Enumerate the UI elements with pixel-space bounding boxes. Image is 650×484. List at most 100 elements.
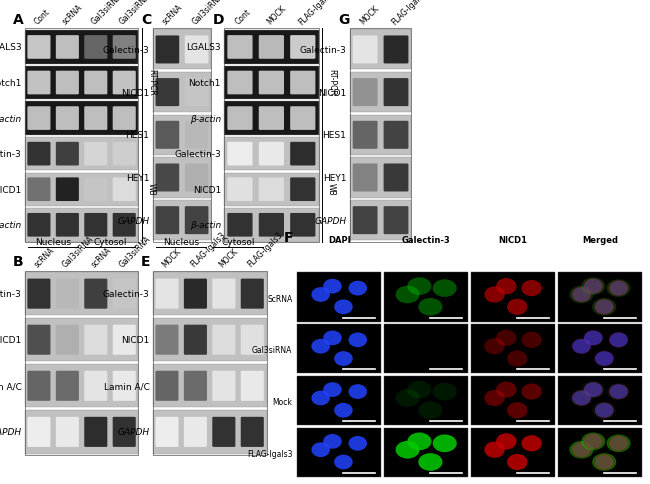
Ellipse shape [348, 436, 367, 451]
Text: β-actin: β-actin [190, 221, 221, 230]
Ellipse shape [521, 384, 542, 400]
Ellipse shape [484, 287, 505, 303]
Bar [224, 173, 318, 207]
FancyBboxPatch shape [184, 325, 207, 355]
Ellipse shape [496, 330, 517, 346]
Bar [350, 29, 411, 242]
FancyBboxPatch shape [112, 36, 136, 60]
Bar [224, 209, 318, 242]
Ellipse shape [521, 435, 542, 452]
Ellipse shape [323, 331, 342, 346]
Ellipse shape [594, 299, 614, 315]
Ellipse shape [608, 435, 629, 452]
Ellipse shape [609, 436, 628, 451]
Text: GAPDH: GAPDH [0, 427, 21, 437]
Ellipse shape [571, 287, 592, 303]
Ellipse shape [606, 435, 630, 452]
Bar [224, 67, 318, 100]
Ellipse shape [571, 442, 592, 458]
FancyBboxPatch shape [27, 279, 51, 309]
Ellipse shape [323, 382, 342, 397]
Text: FLAG-lgals3: FLAG-lgals3 [247, 449, 292, 458]
Ellipse shape [584, 434, 603, 449]
Text: Merged: Merged [582, 235, 618, 244]
Ellipse shape [571, 338, 592, 355]
Text: Cont: Cont [32, 8, 51, 27]
Text: Galectin-3: Galectin-3 [0, 289, 21, 299]
Ellipse shape [396, 286, 420, 304]
FancyBboxPatch shape [290, 213, 315, 237]
Text: Cont: Cont [233, 8, 253, 27]
Text: NICD1: NICD1 [122, 89, 150, 97]
Text: Gal3siRNA#1: Gal3siRNA#1 [90, 0, 132, 27]
FancyBboxPatch shape [185, 79, 209, 107]
FancyBboxPatch shape [227, 142, 253, 166]
Text: Galectin-3: Galectin-3 [300, 46, 346, 55]
Ellipse shape [594, 454, 614, 470]
Text: Lamin A/C: Lamin A/C [0, 381, 21, 391]
Ellipse shape [323, 434, 342, 449]
Text: scRNA: scRNA [61, 3, 84, 27]
Bar [153, 271, 266, 455]
Ellipse shape [334, 300, 353, 315]
Text: Gal3siRNA#2: Gal3siRNA#2 [118, 0, 161, 27]
Ellipse shape [348, 384, 367, 399]
Text: HEY1: HEY1 [323, 174, 346, 182]
FancyBboxPatch shape [185, 121, 209, 150]
Text: Notch1: Notch1 [188, 79, 221, 88]
Ellipse shape [584, 382, 603, 397]
FancyBboxPatch shape [213, 325, 235, 355]
Ellipse shape [507, 454, 528, 470]
Bar [558, 273, 642, 322]
Bar [25, 29, 138, 242]
FancyBboxPatch shape [155, 121, 179, 150]
Bar [153, 272, 266, 316]
FancyBboxPatch shape [56, 325, 79, 355]
Ellipse shape [496, 382, 517, 398]
Text: FLAG-lgals3: FLAG-lgals3 [246, 230, 285, 269]
Text: NICD1: NICD1 [0, 335, 21, 345]
Bar [25, 318, 138, 362]
Bar [153, 116, 211, 155]
Bar [471, 273, 555, 322]
FancyBboxPatch shape [384, 121, 408, 150]
Ellipse shape [609, 281, 628, 296]
FancyBboxPatch shape [27, 213, 51, 237]
Text: Galectin-3: Galectin-3 [402, 235, 450, 244]
Text: NICD1: NICD1 [122, 335, 150, 345]
FancyBboxPatch shape [185, 36, 209, 64]
Ellipse shape [609, 384, 628, 399]
Text: Gal3siRNA: Gal3siRNA [118, 234, 153, 269]
FancyBboxPatch shape [290, 178, 315, 202]
FancyBboxPatch shape [155, 279, 179, 309]
FancyBboxPatch shape [112, 371, 136, 401]
FancyBboxPatch shape [384, 79, 408, 107]
Bar [297, 428, 382, 477]
Text: Gal3siRNA: Gal3siRNA [61, 234, 96, 269]
FancyBboxPatch shape [227, 36, 253, 60]
FancyBboxPatch shape [353, 79, 378, 107]
Text: NICD1: NICD1 [0, 185, 21, 194]
Text: Galectin-3: Galectin-3 [0, 150, 21, 159]
Text: scRNA: scRNA [161, 3, 185, 27]
FancyBboxPatch shape [27, 325, 51, 355]
Text: GAPDH: GAPDH [118, 216, 150, 225]
Text: MOCK: MOCK [265, 4, 287, 27]
Text: NICD1: NICD1 [499, 235, 528, 244]
FancyBboxPatch shape [290, 36, 315, 60]
FancyBboxPatch shape [185, 164, 209, 192]
FancyBboxPatch shape [27, 371, 51, 401]
Bar [153, 410, 266, 454]
Text: GAPDH: GAPDH [118, 427, 150, 437]
Ellipse shape [396, 441, 420, 459]
FancyBboxPatch shape [227, 72, 253, 95]
FancyBboxPatch shape [27, 107, 51, 131]
FancyBboxPatch shape [84, 72, 107, 95]
Text: Nucleus: Nucleus [163, 238, 200, 247]
Bar [558, 324, 642, 374]
Ellipse shape [408, 381, 432, 399]
Text: ScRNA: ScRNA [267, 294, 292, 303]
Ellipse shape [311, 391, 330, 406]
Ellipse shape [507, 299, 528, 315]
FancyBboxPatch shape [112, 417, 136, 447]
